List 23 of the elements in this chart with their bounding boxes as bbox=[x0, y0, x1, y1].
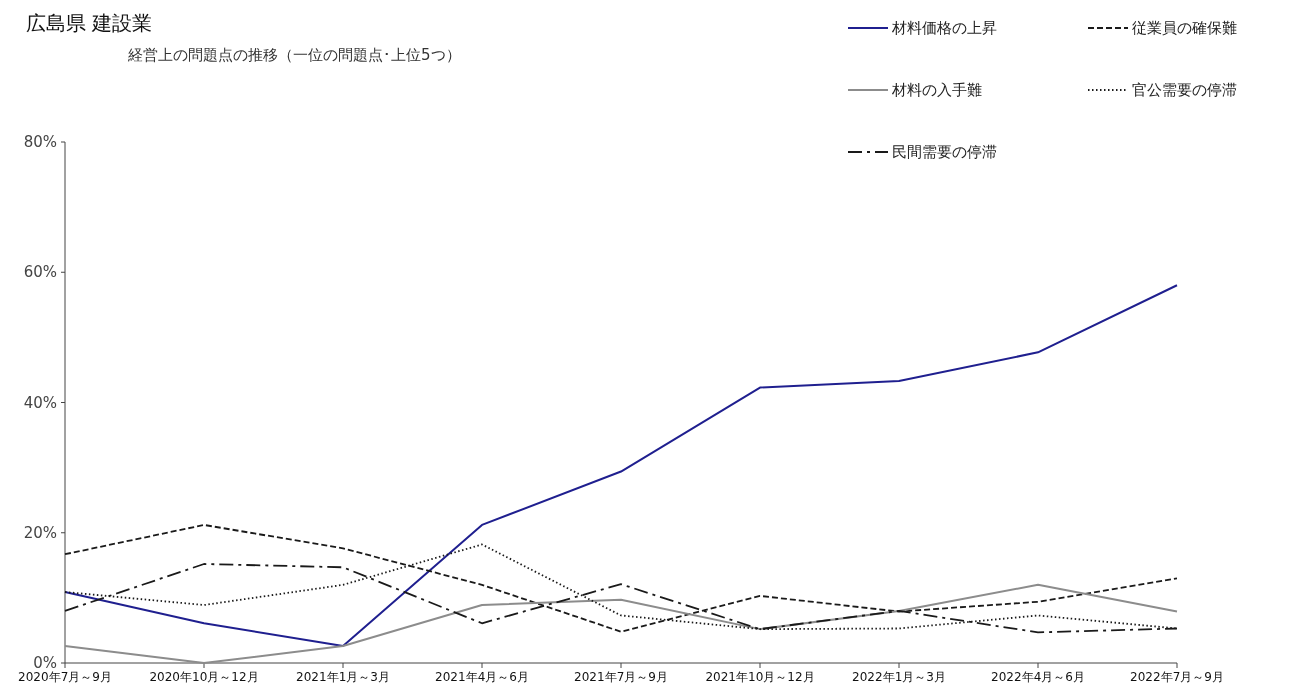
x-tick-label: 2021年4月～6月 bbox=[435, 670, 529, 684]
x-tick-label: 2022年4月～6月 bbox=[991, 670, 1085, 684]
legend-label: 従業員の確保難 bbox=[1132, 19, 1237, 37]
line-series bbox=[64, 524, 1178, 633]
legend-label: 材料の入手難 bbox=[891, 81, 982, 99]
legend-label: 民間需要の停滞 bbox=[892, 143, 997, 161]
y-tick-label: 60% bbox=[23, 263, 57, 282]
y-tick-label: 80% bbox=[23, 133, 57, 151]
y-tick-label: 0% bbox=[33, 654, 57, 672]
x-tick-label: 2021年7月～9月 bbox=[574, 670, 668, 684]
x-tick-label: 2020年7月～9月 bbox=[18, 670, 112, 684]
chart-subtitle: 経営上の問題点の推移（一位の問題点･上位5つ） bbox=[127, 46, 461, 64]
x-tick-label: 2021年10月～12月 bbox=[705, 670, 815, 684]
y-tick-label: 20% bbox=[23, 523, 57, 542]
y-tick-label: 40% bbox=[23, 393, 57, 412]
line-series bbox=[64, 284, 1178, 648]
x-tick-label: 2021年1月～3月 bbox=[296, 670, 390, 684]
chart-title: 広島県 建設業 bbox=[26, 11, 153, 35]
x-tick-label: 2020年10月～12月 bbox=[149, 670, 259, 684]
x-tick-label: 2022年1月～3月 bbox=[852, 670, 946, 684]
legend-label: 官公需要の停滞 bbox=[1132, 81, 1237, 99]
x-tick-label: 2022年7月～9月 bbox=[1130, 670, 1224, 684]
legend-label: 材料価格の上昇 bbox=[891, 19, 997, 37]
